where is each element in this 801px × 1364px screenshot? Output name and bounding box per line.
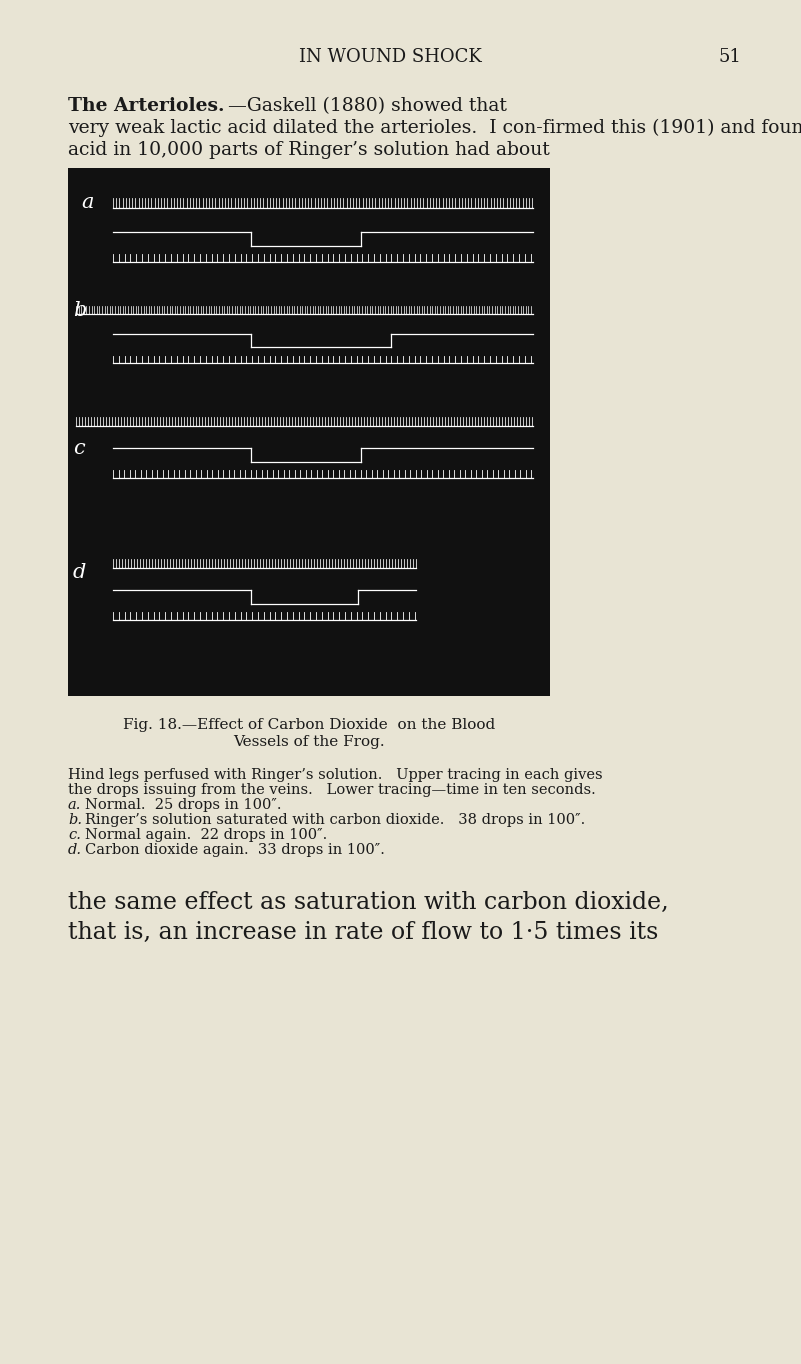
Text: Normal again.  22 drops in 100″.: Normal again. 22 drops in 100″. — [85, 828, 328, 842]
Text: the same effect as saturation with carbon dioxide,: the same effect as saturation with carbo… — [68, 891, 669, 914]
Text: 51: 51 — [718, 48, 742, 65]
Text: the drops issuing from the veins.   Lower tracing—time in ten seconds.: the drops issuing from the veins. Lower … — [68, 783, 596, 797]
Text: Ringer’s solution saturated with carbon dioxide.   38 drops in 100″.: Ringer’s solution saturated with carbon … — [85, 813, 586, 827]
Text: The Arterioles.: The Arterioles. — [68, 97, 224, 115]
Text: that is, an increase in rate of flow to 1·5 times its: that is, an increase in rate of flow to … — [68, 921, 658, 944]
Text: b.: b. — [68, 813, 82, 827]
Text: Carbon dioxide again.  33 drops in 100″.: Carbon dioxide again. 33 drops in 100″. — [85, 843, 384, 857]
Text: Fig. 18.—Effect of Carbon Dioxide  on the Blood: Fig. 18.—Effect of Carbon Dioxide on the… — [123, 717, 495, 732]
Text: Vessels of the Frog.: Vessels of the Frog. — [233, 735, 384, 749]
Text: —Gaskell (1880) showed that: —Gaskell (1880) showed that — [228, 97, 507, 115]
Text: a.: a. — [68, 798, 82, 812]
Text: IN WOUND SHOCK: IN WOUND SHOCK — [299, 48, 481, 65]
Text: Hind legs perfused with Ringer’s solution.   Upper tracing in each gives: Hind legs perfused with Ringer’s solutio… — [68, 768, 602, 782]
Text: very weak lactic acid dilated the arterioles.  I con­firmed this (1901) and foun: very weak lactic acid dilated the arteri… — [68, 119, 801, 138]
Text: d.: d. — [68, 843, 82, 857]
Text: c.: c. — [68, 828, 81, 842]
Text: d: d — [73, 563, 87, 582]
Text: Normal.  25 drops in 100″.: Normal. 25 drops in 100″. — [85, 798, 281, 812]
Text: a: a — [81, 192, 94, 211]
Text: c: c — [73, 439, 85, 458]
Bar — [68, 168, 550, 696]
Text: b: b — [73, 301, 87, 321]
Text: acid in 10,000 parts of Ringer’s solution had about: acid in 10,000 parts of Ringer’s solutio… — [68, 140, 549, 160]
